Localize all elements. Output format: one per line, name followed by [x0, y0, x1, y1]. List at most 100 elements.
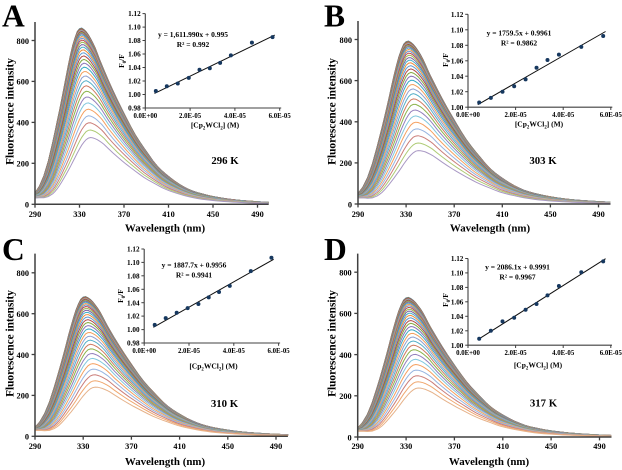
svg-text:1.04: 1.04 [451, 313, 464, 321]
svg-text:A: A [2, 0, 25, 34]
svg-text:330: 330 [77, 442, 89, 451]
svg-text:1.00: 1.00 [451, 342, 464, 350]
svg-text:200: 200 [17, 160, 29, 169]
svg-text:R² = 0.9967: R² = 0.9967 [499, 272, 536, 281]
svg-text:[Cp2WCl2] (M): [Cp2WCl2] (M) [191, 121, 240, 132]
svg-text:2.0E-05: 2.0E-05 [505, 112, 528, 119]
svg-text:1.10: 1.10 [128, 24, 141, 32]
svg-text:D: D [324, 232, 347, 267]
svg-text:6.0E-05: 6.0E-05 [600, 112, 622, 119]
svg-text:0.0E+00: 0.0E+00 [456, 350, 480, 357]
svg-text:490: 490 [251, 210, 263, 219]
svg-text:0.0E+00: 0.0E+00 [456, 112, 480, 119]
svg-text:4.0E-05: 4.0E-05 [552, 112, 575, 119]
svg-text:400: 400 [340, 118, 352, 127]
svg-text:400: 400 [17, 351, 29, 360]
svg-text:1.00: 1.00 [127, 326, 140, 334]
svg-text:330: 330 [400, 442, 412, 451]
svg-text:0: 0 [348, 433, 352, 442]
svg-text:[Cp2WCl2] (M): [Cp2WCl2] (M) [189, 362, 238, 373]
svg-text:R² = 0.992: R² = 0.992 [177, 40, 210, 49]
svg-text:1.02: 1.02 [451, 88, 464, 96]
svg-text:Fluorescence intensity: Fluorescence intensity [327, 290, 339, 397]
svg-text:800: 800 [17, 269, 29, 278]
svg-text:310 K: 310 K [211, 398, 239, 410]
svg-text:410: 410 [162, 210, 174, 219]
svg-text:1.08: 1.08 [451, 284, 464, 292]
svg-text:600: 600 [17, 78, 29, 87]
svg-text:400: 400 [339, 351, 351, 360]
svg-text:2.0E-05: 2.0E-05 [505, 350, 528, 357]
svg-text:y = 1759.5x + 0.9961: y = 1759.5x + 0.9961 [487, 29, 552, 38]
svg-text:F0/F: F0/F [441, 53, 452, 67]
svg-text:1.06: 1.06 [128, 51, 141, 59]
svg-text:1.10: 1.10 [451, 26, 464, 34]
svg-text:1.00: 1.00 [128, 91, 141, 99]
svg-text:F0/F: F0/F [441, 293, 452, 307]
svg-text:1.08: 1.08 [451, 42, 464, 50]
svg-text:410: 410 [496, 210, 508, 219]
svg-text:1.12: 1.12 [127, 246, 140, 254]
svg-text:1.10: 1.10 [451, 270, 464, 278]
svg-text:C: C [2, 232, 25, 267]
svg-text:450: 450 [222, 442, 234, 451]
svg-text:1.02: 1.02 [128, 78, 141, 86]
svg-text:303 K: 303 K [529, 155, 557, 167]
svg-text:330: 330 [73, 210, 85, 219]
svg-text:1.08: 1.08 [127, 272, 140, 280]
svg-text:R² = 0.9862: R² = 0.9862 [501, 39, 538, 48]
svg-text:1.06: 1.06 [127, 286, 140, 294]
svg-text:y = 2086.1x + 0.9991: y = 2086.1x + 0.9991 [485, 262, 550, 271]
svg-text:4.0E-05: 4.0E-05 [223, 348, 246, 355]
svg-text:1.12: 1.12 [451, 255, 464, 263]
svg-text:450: 450 [207, 210, 219, 219]
svg-text:1.10: 1.10 [127, 259, 140, 267]
svg-text:296 K: 296 K [211, 155, 239, 167]
svg-text:1.04: 1.04 [128, 64, 141, 72]
svg-text:410: 410 [173, 442, 185, 451]
svg-text:290: 290 [29, 210, 41, 219]
svg-text:0: 0 [25, 433, 29, 442]
svg-text:B: B [324, 0, 345, 34]
svg-text:600: 600 [340, 77, 352, 86]
svg-text:6.0E-05: 6.0E-05 [600, 350, 622, 357]
svg-text:0.0E+00: 0.0E+00 [132, 348, 156, 355]
svg-text:490: 490 [593, 442, 605, 451]
svg-text:y = 1,611.990x + 0.995: y = 1,611.990x + 0.995 [158, 30, 228, 39]
svg-text:317 K: 317 K [530, 398, 558, 410]
svg-text:0.98: 0.98 [128, 105, 141, 113]
svg-text:800: 800 [340, 36, 352, 45]
svg-text:600: 600 [339, 310, 351, 319]
svg-text:290: 290 [352, 210, 364, 219]
svg-text:490: 490 [270, 442, 282, 451]
svg-text:370: 370 [448, 442, 460, 451]
svg-text:F0/F: F0/F [117, 54, 128, 68]
svg-text:370: 370 [118, 210, 130, 219]
svg-text:Fluorescence intensity: Fluorescence intensity [5, 290, 17, 397]
svg-text:800: 800 [17, 37, 29, 46]
svg-text:1.12: 1.12 [128, 10, 141, 18]
svg-text:0.0E+00: 0.0E+00 [133, 113, 157, 120]
svg-text:6.0E-05: 6.0E-05 [268, 348, 291, 355]
svg-text:450: 450 [544, 210, 556, 219]
svg-text:2.0E-05: 2.0E-05 [178, 348, 201, 355]
svg-text:Wavelength (nm): Wavelength (nm) [125, 222, 206, 234]
svg-text:2.0E-05: 2.0E-05 [179, 113, 202, 120]
svg-text:1.06: 1.06 [451, 57, 464, 65]
svg-text:1.04: 1.04 [451, 73, 464, 81]
svg-text:Wavelength (nm): Wavelength (nm) [125, 456, 206, 468]
svg-text:y = 1887.7x + 0.9956: y = 1887.7x + 0.9956 [162, 260, 227, 269]
svg-text:450: 450 [545, 442, 557, 451]
svg-text:0: 0 [25, 201, 29, 210]
svg-text:6.0E-05: 6.0E-05 [269, 113, 292, 120]
svg-text:400: 400 [17, 119, 29, 128]
svg-text:800: 800 [339, 269, 351, 278]
svg-text:0: 0 [348, 200, 352, 209]
svg-text:370: 370 [448, 210, 460, 219]
svg-text:[Cp2WCl2] (M): [Cp2WCl2] (M) [515, 120, 564, 131]
svg-text:Fluorescence intensity: Fluorescence intensity [327, 58, 339, 165]
svg-text:4.0E-05: 4.0E-05 [552, 350, 575, 357]
svg-text:410: 410 [497, 442, 509, 451]
svg-text:200: 200 [17, 392, 29, 401]
svg-text:1.02: 1.02 [451, 327, 464, 335]
